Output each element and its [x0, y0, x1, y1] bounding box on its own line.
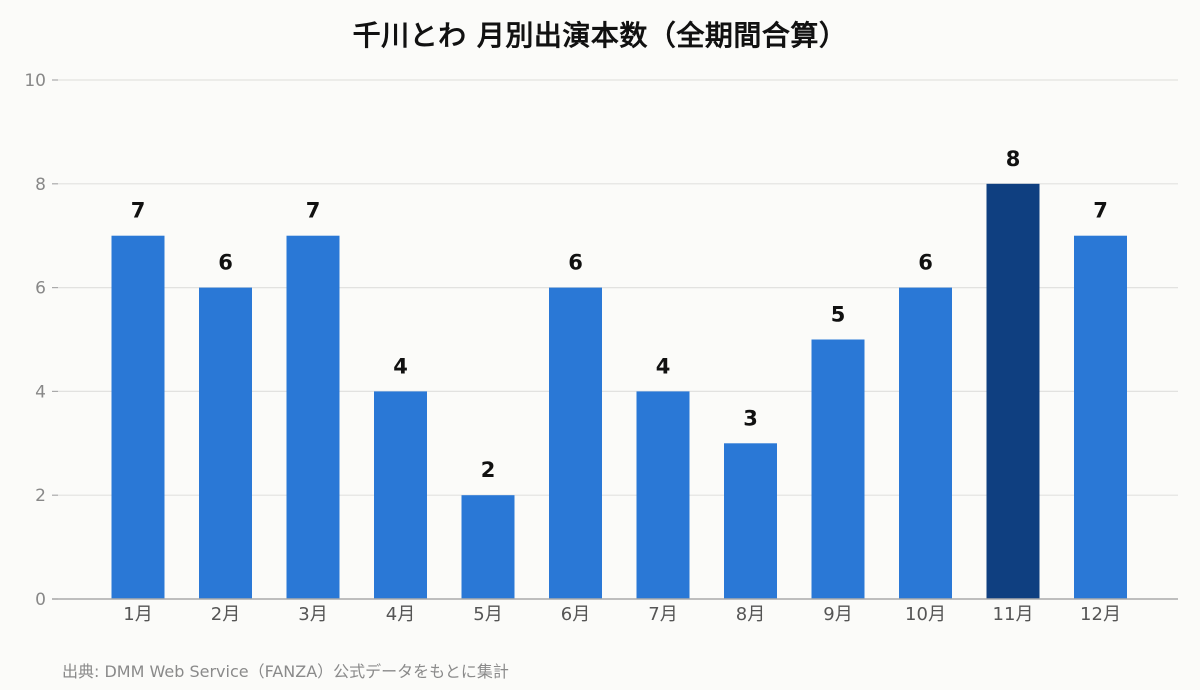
data-label: 4	[393, 354, 408, 378]
chart-title: 千川とわ 月別出演本数（全期間合算）	[352, 19, 848, 52]
bar-2	[199, 287, 252, 599]
y-tick-label: 6	[35, 279, 46, 299]
x-tick-label: 4月	[386, 604, 415, 625]
x-tick-label: 1月	[123, 604, 152, 625]
bar-1	[111, 235, 165, 599]
data-label: 6	[218, 251, 233, 275]
data-label: 6	[918, 251, 933, 275]
bar-10	[899, 287, 952, 599]
source-note: 出典: DMM Web Service（FANZA）公式データをもとに集計	[62, 662, 509, 681]
y-tick-label: 2	[35, 486, 46, 506]
bar-12	[1074, 235, 1127, 599]
data-label: 7	[131, 199, 146, 223]
data-label: 5	[831, 303, 846, 327]
x-tick-label: 7月	[648, 604, 677, 625]
y-tick-label: 4	[35, 382, 46, 402]
x-tick-label: 6月	[561, 604, 590, 625]
data-label: 6	[568, 251, 583, 275]
y-tick-label: 10	[24, 71, 46, 91]
y-axis-ticks: 0 2 4 6 8 10	[24, 71, 58, 610]
bar-5	[461, 495, 515, 599]
data-label: 2	[481, 458, 496, 482]
x-tick-label: 12月	[1080, 604, 1121, 625]
bar-11	[986, 183, 1040, 600]
data-label: 4	[656, 354, 671, 378]
y-tick-label: 8	[35, 175, 46, 195]
bar-3	[286, 235, 340, 599]
y-tick-label: 0	[35, 590, 46, 610]
bars	[111, 183, 1127, 600]
x-tick-label: 11月	[993, 604, 1034, 625]
x-tick-label: 8月	[736, 604, 765, 625]
bar-9	[811, 339, 865, 599]
x-tick-label: 3月	[298, 604, 327, 625]
data-labels: 7 6 7 4 2 6 4 3 5 6 8 7	[131, 147, 1108, 482]
x-tick-label: 5月	[473, 604, 502, 625]
x-tick-label: 10月	[905, 604, 946, 625]
x-tick-label: 9月	[823, 604, 852, 625]
data-label: 7	[306, 199, 321, 223]
bar-8	[724, 443, 777, 599]
bar-6	[549, 287, 602, 599]
x-tick-label: 2月	[211, 604, 240, 625]
bar-4	[374, 391, 427, 599]
data-label: 8	[1006, 147, 1021, 171]
x-axis-labels: 1月 2月 3月 4月 5月 6月 7月 8月 9月 10月 11月 12月	[123, 604, 1121, 625]
data-label: 7	[1093, 199, 1108, 223]
data-label: 3	[743, 406, 758, 430]
bar-7	[636, 391, 690, 599]
